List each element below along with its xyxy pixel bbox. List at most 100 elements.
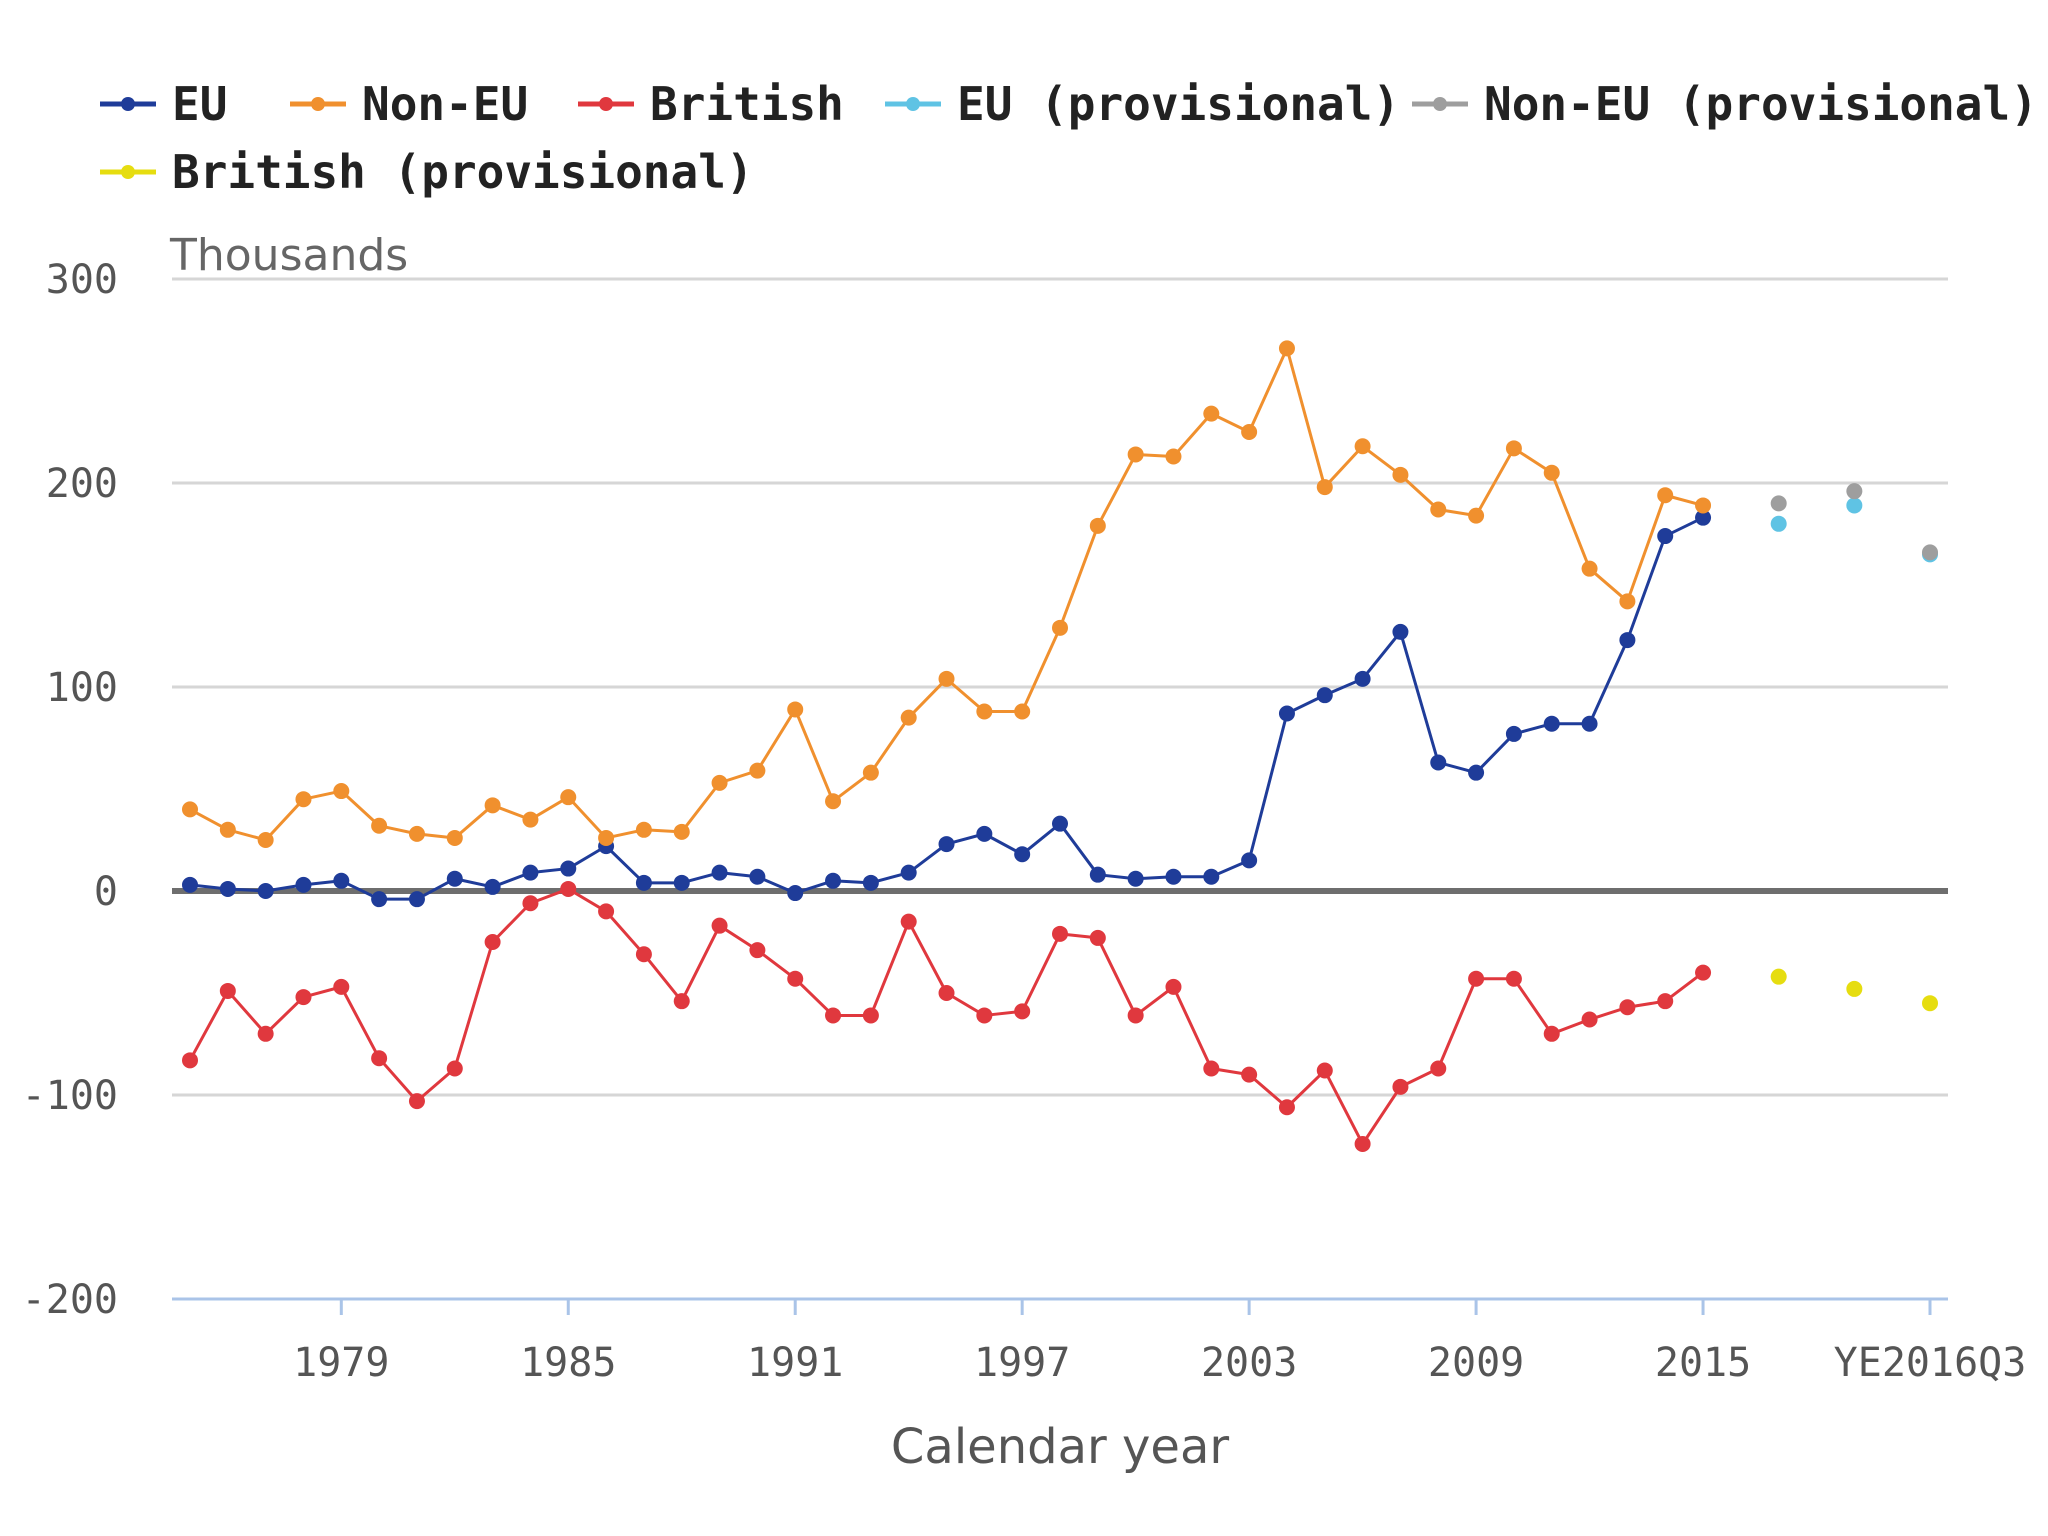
y-axis-ticks: 300 200 100 0 -100 -200 bbox=[22, 257, 118, 1323]
data-point bbox=[1657, 528, 1674, 545]
data-point bbox=[1203, 868, 1220, 885]
data-point bbox=[1127, 446, 1144, 463]
data-point bbox=[446, 1060, 463, 1077]
data-point bbox=[1354, 670, 1371, 687]
legend-item[interactable]: British (provisional) bbox=[100, 145, 754, 199]
legend-item[interactable]: British bbox=[578, 77, 844, 131]
data-point bbox=[976, 1007, 993, 1024]
data-point bbox=[219, 880, 236, 897]
data-point bbox=[560, 789, 577, 806]
data-point bbox=[333, 783, 350, 800]
data-point bbox=[673, 823, 690, 840]
data-point bbox=[1165, 448, 1182, 465]
x-tick-label: 2003 bbox=[1201, 1340, 1297, 1386]
data-point bbox=[1846, 497, 1863, 514]
data-point bbox=[749, 762, 766, 779]
legend-item[interactable]: Non-EU (provisional) bbox=[1412, 77, 2038, 131]
data-point bbox=[1846, 483, 1863, 500]
data-point bbox=[257, 883, 274, 899]
data-point bbox=[182, 801, 198, 818]
legend-swatch-dot bbox=[906, 97, 920, 111]
data-point bbox=[862, 874, 879, 891]
data-point bbox=[371, 817, 388, 834]
data-point bbox=[257, 1025, 274, 1042]
data-point bbox=[371, 1050, 388, 1067]
data-point bbox=[1316, 687, 1333, 704]
x-axis-title: Calendar year bbox=[891, 1419, 1229, 1475]
data-point bbox=[1770, 515, 1787, 532]
data-point bbox=[1581, 560, 1598, 577]
data-point bbox=[1278, 1099, 1295, 1116]
data-point bbox=[408, 1093, 425, 1110]
legend-item[interactable]: Non-EU bbox=[290, 77, 528, 131]
data-point bbox=[825, 793, 842, 810]
data-point bbox=[1468, 507, 1485, 524]
y-tick-label: 100 bbox=[46, 665, 118, 711]
data-point bbox=[1316, 1062, 1333, 1079]
legend-label: Non-EU bbox=[362, 77, 528, 131]
x-tick-label: 1991 bbox=[747, 1340, 843, 1386]
data-point bbox=[1619, 999, 1636, 1016]
data-point bbox=[1846, 980, 1863, 997]
data-point bbox=[1089, 866, 1106, 883]
data-point bbox=[333, 978, 350, 995]
data-point bbox=[976, 703, 993, 720]
gridlines bbox=[172, 277, 1948, 1301]
y-tick-label: 300 bbox=[46, 257, 118, 303]
data-point bbox=[1241, 1066, 1258, 1083]
x-tick-label: 1979 bbox=[293, 1340, 389, 1386]
data-point bbox=[1922, 544, 1938, 561]
data-point bbox=[749, 868, 766, 885]
data-point bbox=[1543, 464, 1560, 481]
data-point bbox=[938, 836, 955, 853]
data-point bbox=[787, 885, 804, 902]
legend-item[interactable]: EU (provisional) bbox=[885, 77, 1400, 131]
data-point bbox=[408, 891, 425, 908]
data-point bbox=[1543, 715, 1560, 732]
data-point bbox=[635, 946, 652, 963]
data-point bbox=[1127, 1007, 1144, 1024]
data-point bbox=[1278, 340, 1295, 357]
legend-label: Non-EU (provisional) bbox=[1484, 77, 2038, 131]
data-point bbox=[1468, 764, 1485, 781]
data-point bbox=[1241, 852, 1258, 869]
data-point bbox=[825, 872, 842, 889]
data-point bbox=[1505, 970, 1522, 987]
data-point bbox=[635, 874, 652, 891]
data-point bbox=[1052, 815, 1068, 832]
data-point bbox=[371, 891, 388, 908]
data-point bbox=[1278, 705, 1295, 722]
data-point bbox=[1392, 623, 1409, 640]
data-point bbox=[522, 895, 539, 912]
legend: EU Non-EU British EU (provisional) Non-EU (p… bbox=[100, 77, 2038, 199]
data-point bbox=[673, 993, 690, 1010]
series-eu-provisional bbox=[1770, 497, 1938, 563]
data-point bbox=[1165, 978, 1182, 995]
data-point bbox=[1014, 1003, 1031, 1020]
data-point bbox=[711, 774, 728, 791]
y-tick-label: -100 bbox=[22, 1073, 118, 1119]
data-point bbox=[749, 942, 766, 959]
series-non-eu-provisional bbox=[1770, 483, 1938, 561]
data-point bbox=[408, 825, 425, 842]
data-point bbox=[560, 880, 577, 897]
data-point bbox=[1430, 501, 1447, 518]
data-point bbox=[711, 864, 728, 881]
data-point bbox=[976, 825, 993, 842]
data-point bbox=[1089, 929, 1106, 946]
data-point bbox=[900, 709, 917, 726]
data-point bbox=[446, 829, 463, 846]
data-point bbox=[182, 1052, 198, 1069]
data-point bbox=[1127, 870, 1144, 887]
x-axis: 1979 1985 1991 1997 2003 2009 2015 YE2016Q3 bbox=[293, 1299, 2026, 1386]
data-point bbox=[787, 701, 804, 718]
data-point bbox=[1770, 968, 1787, 985]
series-layer bbox=[182, 340, 1938, 1152]
data-point bbox=[862, 764, 879, 781]
legend-item[interactable]: EU bbox=[100, 77, 227, 131]
y-tick-label: 200 bbox=[46, 461, 118, 507]
data-point bbox=[1922, 995, 1938, 1012]
data-point bbox=[1392, 1078, 1409, 1095]
data-point bbox=[1581, 1011, 1598, 1028]
legend-swatch-dot bbox=[121, 165, 135, 179]
